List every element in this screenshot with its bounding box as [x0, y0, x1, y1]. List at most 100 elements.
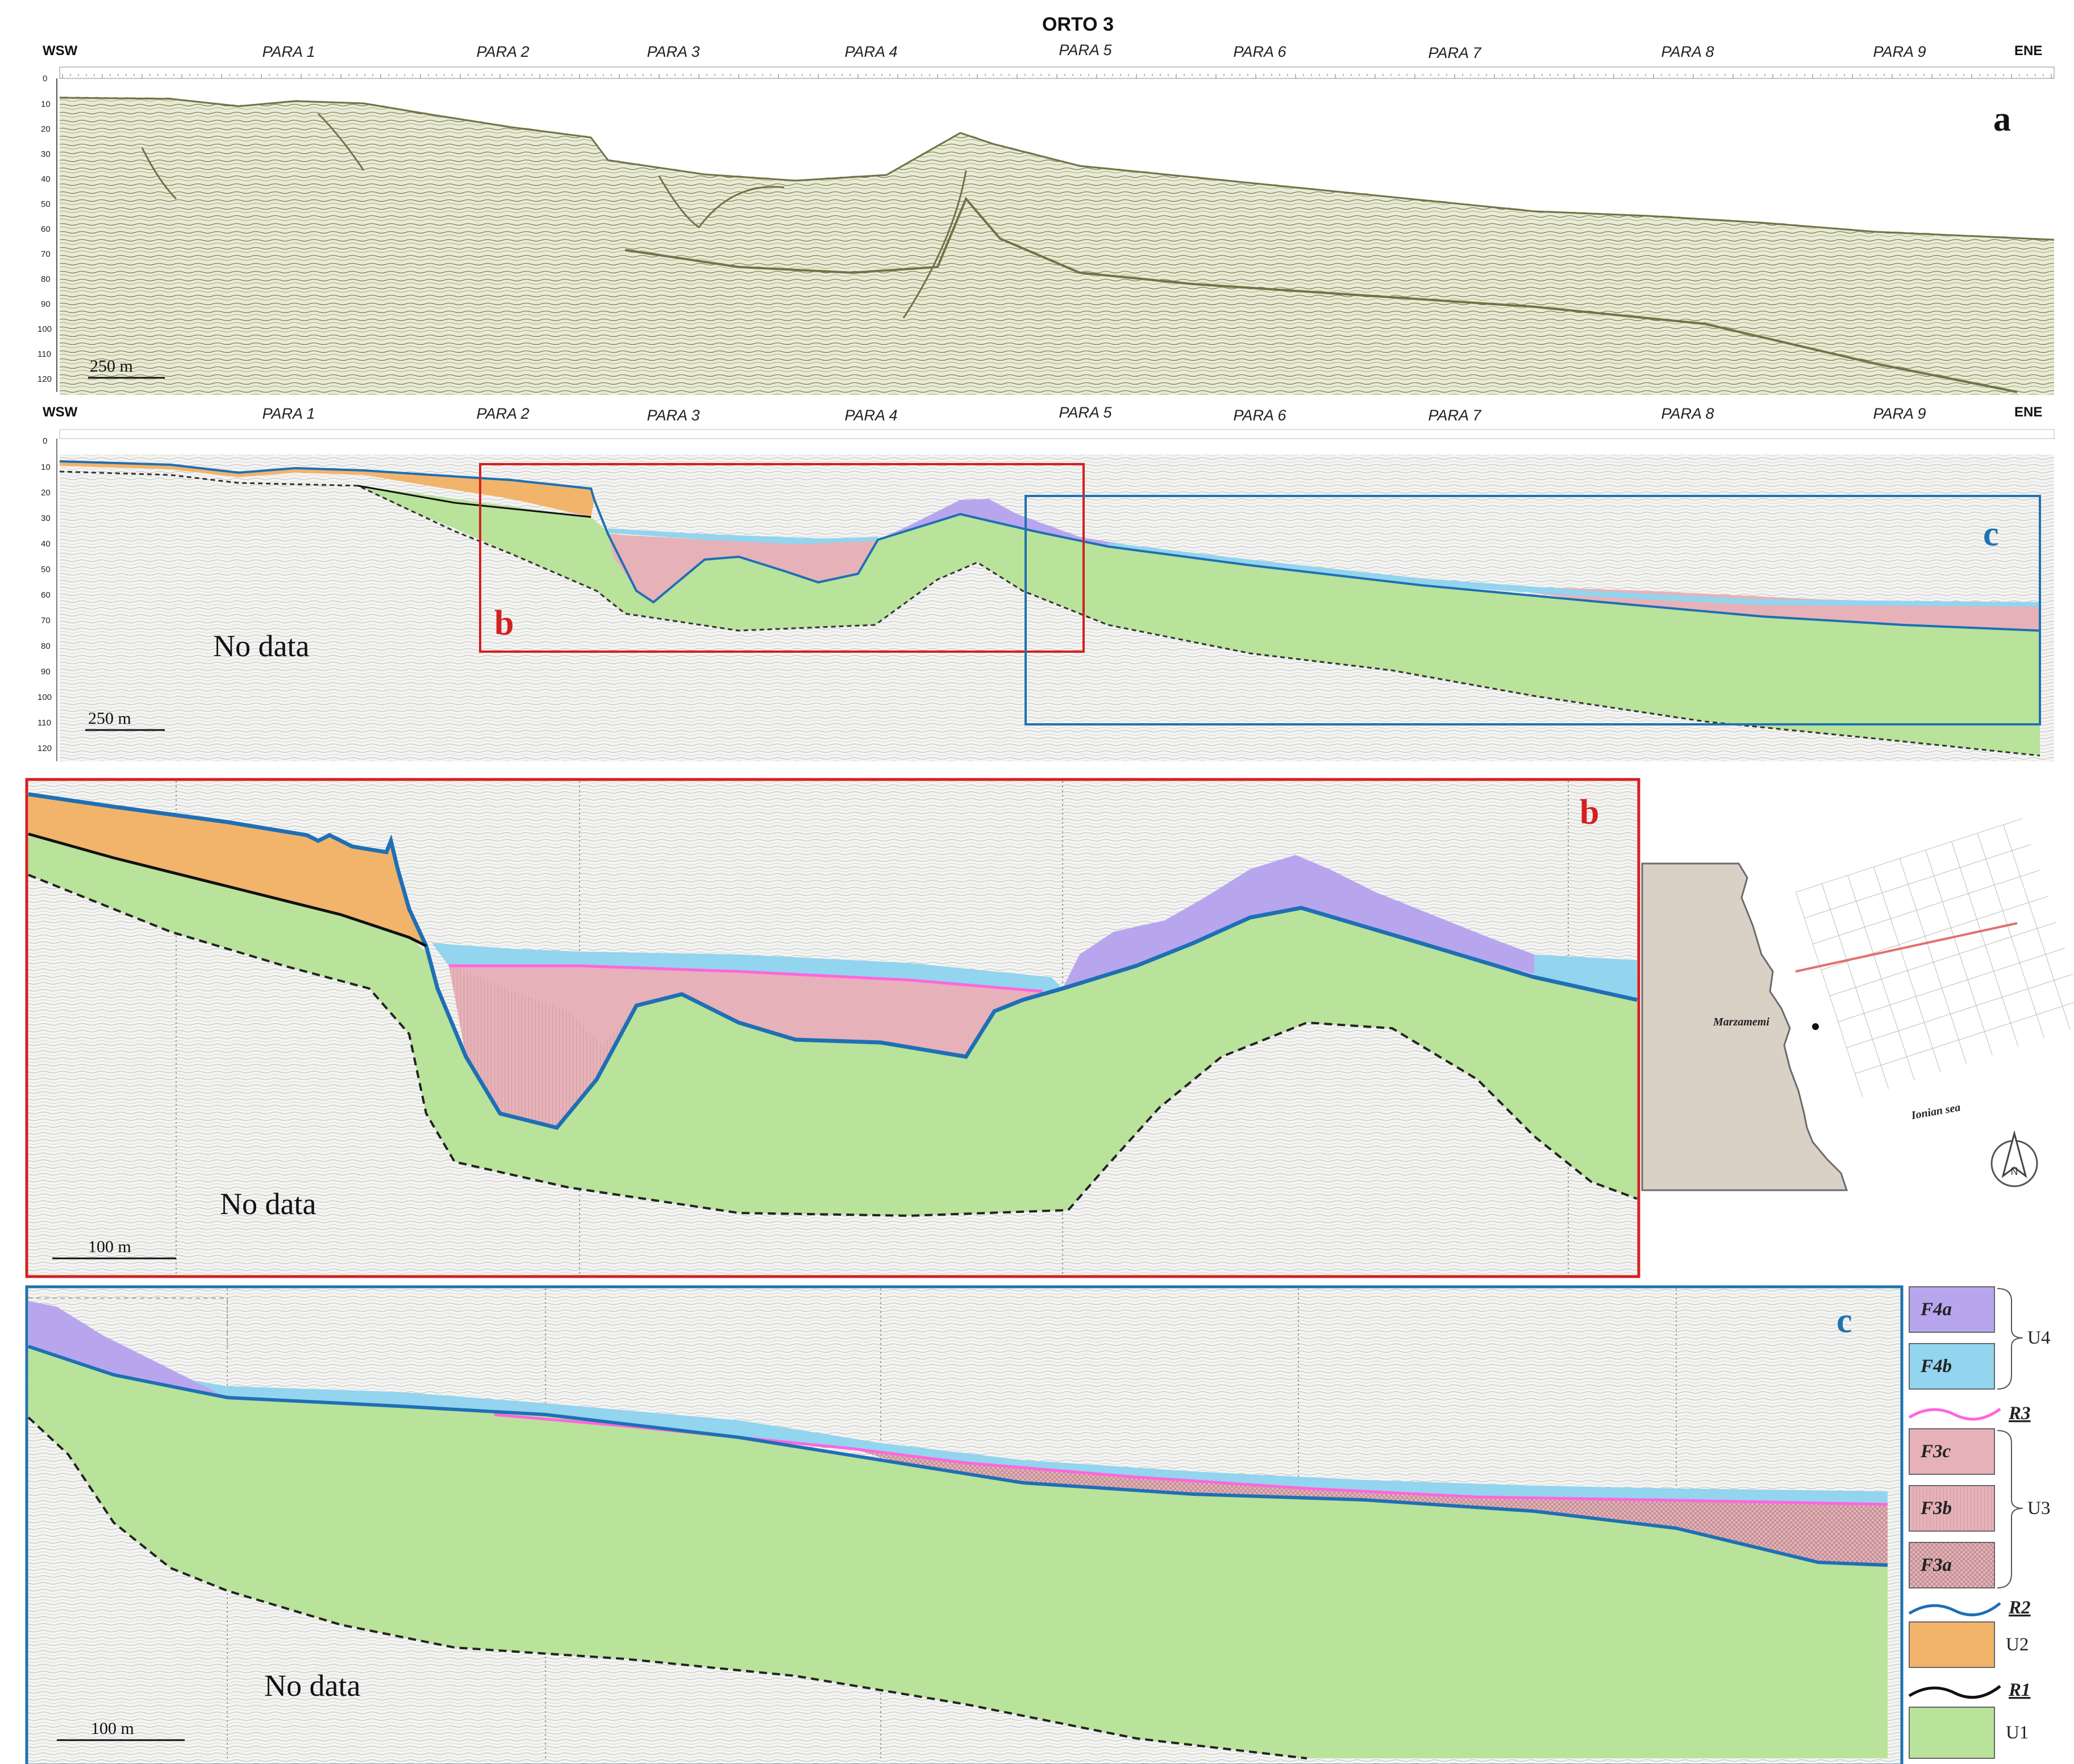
legend-bracket-u4: [1997, 1288, 2023, 1390]
acoustic-basement-overview: [59, 470, 2040, 757]
legend-swatch-f4b: [1909, 1343, 1995, 1390]
legend-label-f4a: F4a: [1920, 1299, 1952, 1320]
direction-right-overview: ENE: [2014, 404, 2042, 420]
no-data-b: No data: [220, 1187, 316, 1221]
legend-line-r3: [1908, 1407, 2001, 1421]
unit-f4a-b: [1063, 855, 1534, 989]
depth-tick: 80: [41, 274, 51, 284]
depth-axis-overview: 0 10 20 30 40 50 60 70 80 90 100 110 120: [38, 436, 57, 761]
inset-corner-marker: [28, 1298, 228, 1349]
legend-label-r2: R2: [2008, 1598, 2031, 1618]
legend-label-u1: U1: [2006, 1723, 2029, 1743]
depth-tick: 10: [41, 99, 51, 109]
unit-f4b-overview: [608, 528, 2040, 607]
depth-tick: 70: [41, 249, 51, 259]
no-data-c: No data: [264, 1669, 360, 1703]
coastline-land: [1641, 862, 1848, 1191]
ruler-ticks: [62, 74, 2052, 78]
unit-u2-b: [28, 794, 426, 946]
unit-f4a-c: [28, 1301, 227, 1398]
legend-label-f4b: F4b: [1920, 1356, 1952, 1377]
para-label: PARA 9: [1873, 405, 1926, 422]
panel-letter-c: c: [1836, 1302, 1852, 1340]
depth-axis-a: 0 10 20 30 40 50 60 70 80 90 100 110 120: [38, 74, 57, 392]
depth-tick: 70: [41, 616, 51, 625]
legend-label-f3a: F3a: [1920, 1555, 1952, 1575]
para-label: PARA 6: [1233, 43, 1286, 60]
profile-title: ORTO 3: [1042, 14, 1114, 35]
north-arrow-icon: N: [1990, 1130, 2038, 1187]
para-label: PARA 6: [1233, 407, 1286, 424]
panel-b: b No data 100 m: [25, 778, 1640, 1278]
panel-overview: WSW ENE PARA 1 PARA 2 PARA 3 PARA 4 PARA…: [38, 404, 2055, 761]
depth-tick: 40: [41, 174, 51, 184]
scale-label-b: 100 m: [88, 1237, 131, 1256]
para-label: PARA 1: [262, 405, 315, 422]
legend-label-r3: R3: [2008, 1403, 2031, 1424]
horizon-r3-b: [449, 964, 1043, 993]
depth-tick: 40: [41, 539, 51, 549]
depth-tick: 100: [38, 693, 52, 702]
para-label: PARA 4: [844, 43, 897, 60]
para-label: PARA 7: [1428, 407, 1481, 424]
depth-tick: 10: [41, 462, 51, 472]
horizon-r1-overview: [357, 485, 592, 518]
map-place: Marzamemi: [1713, 1016, 1769, 1028]
unit-f3a-c: [852, 1449, 1888, 1565]
scale-label-a: 250 m: [90, 357, 133, 376]
legend-line-r2: [1908, 1602, 2001, 1617]
map-sea: Ionian sea: [1910, 1101, 1961, 1122]
legend-swatch-u2: [1909, 1621, 1995, 1668]
legend-label-f3c: F3c: [1920, 1441, 1951, 1462]
legend-label-f3b: F3b: [1920, 1498, 1952, 1519]
panel-a: ORTO 3 WSW ENE PARA 1 PARA 2 PARA 3 PARA…: [38, 14, 2055, 395]
unit-f4b-b: [432, 943, 1637, 1000]
depth-tick: 50: [41, 565, 51, 574]
panel-letter-a: a: [1993, 100, 2011, 139]
unit-f4a-overview: [878, 499, 1131, 547]
box-b-outline: [479, 463, 1085, 653]
scale-label-overview: 250 m: [88, 709, 131, 728]
legend-line-r1: [1908, 1685, 2001, 1699]
depth-tick: 20: [41, 124, 51, 134]
legend-label-r1: R1: [2008, 1680, 2031, 1700]
marzamemi-dot: [1812, 1023, 1819, 1030]
horizon-r1-b: [28, 832, 427, 948]
panel-c-frame: [25, 1285, 1904, 1764]
legend-label-u3: U3: [2027, 1498, 2050, 1519]
depth-tick: 30: [41, 514, 51, 523]
acoustic-basement-c: [27, 1416, 1307, 1759]
depth-tick: 110: [38, 718, 51, 728]
depth-tick: 0: [43, 436, 47, 446]
seismic-section-a: [60, 97, 2054, 395]
horizon-r2-overview: [59, 460, 2040, 632]
unit-f3c-b: [455, 966, 1043, 1057]
horizon-r2-c: [28, 1345, 1888, 1567]
location-map: Marzamemi Ionian sea N: [1641, 818, 2074, 1191]
depth-tick: 60: [41, 590, 51, 600]
direction-left: WSW: [43, 43, 78, 59]
distance-ruler-overview: [59, 429, 2055, 439]
box-b-label: b: [494, 604, 514, 643]
para-label: PARA 8: [1661, 43, 1714, 60]
legend-swatch-u1: [1909, 1707, 1995, 1759]
legend-label-u4: U4: [2027, 1328, 2050, 1348]
legend-swatch-f4a: [1909, 1286, 1995, 1333]
legend-swatch-f3a: [1909, 1542, 1995, 1588]
box-c-outline: [1024, 495, 2041, 725]
unit-f3-overview: [608, 534, 878, 602]
seismic-reflectors-a: [59, 97, 2055, 393]
para-label: PARA 4: [844, 407, 897, 424]
para-label: PARA 7: [1428, 44, 1481, 61]
no-data-overview: No data: [213, 629, 309, 663]
legend-bracket-u3: [1997, 1430, 2023, 1588]
para-label: PARA 3: [647, 407, 699, 424]
panel-b-frame: [25, 778, 1640, 1278]
panel-c: c No data 100 m: [25, 1285, 1904, 1764]
depth-tick: 20: [41, 488, 51, 498]
box-c-label: c: [1983, 515, 1999, 553]
depth-tick: 90: [41, 667, 51, 677]
para-label: PARA 1: [262, 43, 315, 60]
depth-tick: 120: [38, 374, 52, 384]
